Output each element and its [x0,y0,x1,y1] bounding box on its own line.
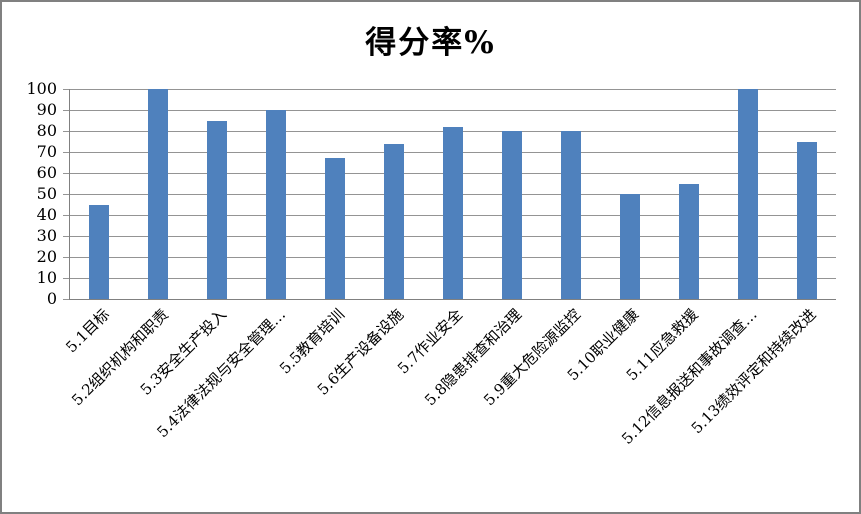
bar-slot [600,89,659,299]
chart-title: 得分率% [365,25,496,61]
bar-slot [718,89,777,299]
bar [384,143,405,299]
y-axis-label: 50 [36,184,57,203]
bar [266,110,287,299]
bar [325,158,346,299]
bar [560,131,581,299]
y-axis-label: 60 [36,163,57,182]
bar-slot [777,89,836,299]
y-axis-label: 30 [36,226,57,245]
bar-slot [247,89,306,299]
y-axis-label: 0 [46,289,57,308]
y-axis-label: 10 [36,268,57,287]
y-axis-tick-marks [63,89,69,301]
bar-slot [129,89,188,299]
bar [89,204,110,299]
y-axis-label: 100 [26,79,57,98]
bar [207,120,228,299]
y-axis-label: 90 [36,100,57,119]
bar [148,89,169,299]
bar [678,183,699,299]
bar-slot [659,89,718,299]
y-axis-label: 40 [36,205,57,224]
y-axis-labels: 0 10 20 30 40 50 60 70 80 90 100 [0,0,60,514]
bar-slot [541,89,600,299]
bar [442,126,463,299]
bar-slot [70,89,129,299]
bar [737,89,758,299]
y-axis-label: 80 [36,121,57,140]
bar-slot [424,89,483,299]
y-axis-label: 20 [36,247,57,266]
bar-slot [365,89,424,299]
bar [501,131,522,299]
bar-slot [482,89,541,299]
bar [796,141,817,299]
bar-slot [306,89,365,299]
bar-slot [188,89,247,299]
plot-area [69,89,836,300]
bars-container [70,89,836,299]
bar [619,194,640,299]
y-axis-label: 70 [36,142,57,161]
